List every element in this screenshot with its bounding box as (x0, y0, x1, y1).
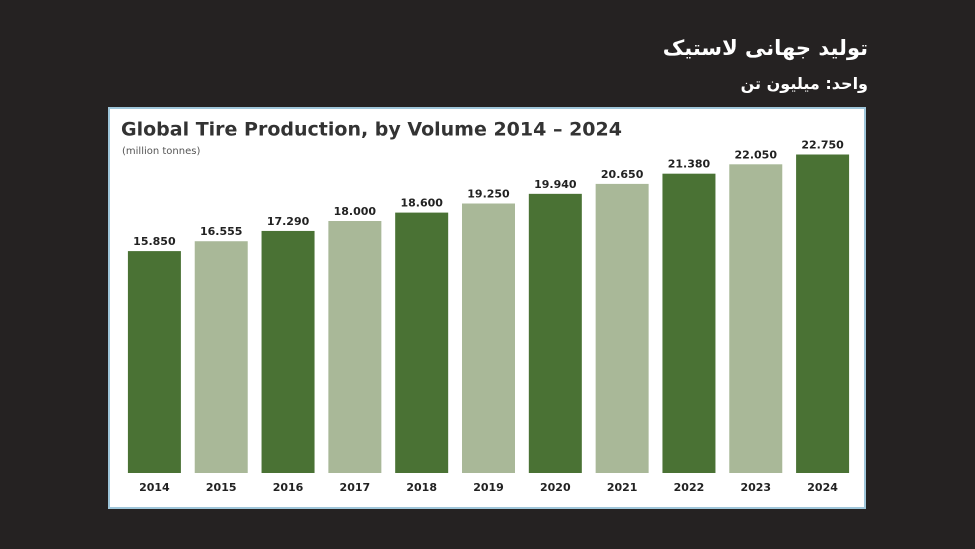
x-tick-label: 2014 (139, 481, 170, 494)
bar (796, 154, 850, 473)
bar (127, 251, 181, 473)
chart-title: Global Tire Production, by Volume 2014 –… (121, 119, 622, 141)
data-label: 18.600 (400, 197, 443, 210)
page-title: تولید جهانی لاستیک (662, 36, 868, 60)
bar (528, 193, 582, 473)
page-unit: واحد: میلیون تن (740, 74, 868, 93)
data-label: 19.250 (467, 188, 510, 201)
bar (729, 164, 783, 474)
bar (194, 241, 248, 473)
x-tick-label: 2016 (273, 481, 304, 494)
data-label: 18.000 (334, 205, 377, 218)
x-tick-label: 2015 (206, 481, 237, 494)
data-label: 19.940 (534, 178, 577, 191)
x-tick-label: 2018 (406, 481, 437, 494)
chart-subtitle: (million tonnes) (122, 146, 200, 157)
data-label: 22.750 (801, 139, 844, 152)
x-tick-label: 2022 (674, 481, 705, 494)
data-label: 17.290 (267, 215, 310, 228)
bar (662, 173, 716, 473)
data-label: 15.850 (133, 235, 176, 248)
x-tick-label: 2021 (607, 481, 638, 494)
x-tick-label: 2023 (740, 481, 771, 494)
data-label: 20.650 (601, 168, 644, 181)
data-label: 22.050 (735, 148, 778, 161)
x-tick-label: 2017 (340, 481, 371, 494)
bar (462, 203, 515, 473)
x-tick-label: 2024 (807, 481, 838, 494)
bar (595, 183, 649, 473)
bar (261, 230, 315, 473)
data-label: 21.380 (668, 158, 711, 171)
x-tick-label: 2020 (540, 481, 571, 494)
bar (328, 221, 382, 473)
bar (395, 212, 449, 473)
data-label: 16.555 (200, 225, 242, 238)
x-tick-label: 2019 (473, 481, 504, 494)
